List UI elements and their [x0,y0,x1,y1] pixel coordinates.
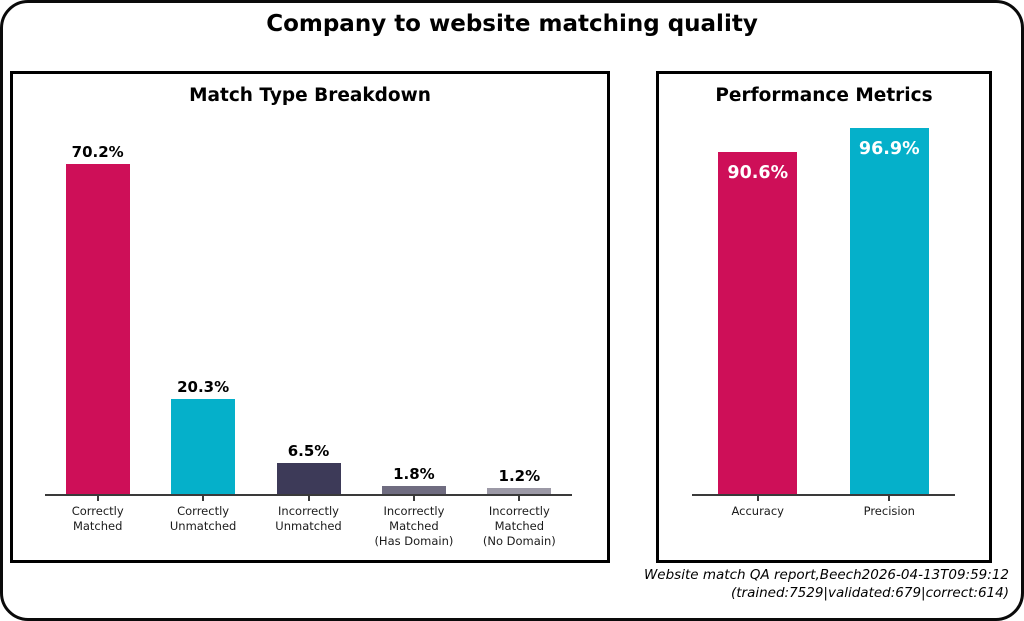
axis-tick [96,496,99,501]
footer-line-1: Website match QA report,Beech2026-04-13T… [643,567,1009,583]
axis-tick [518,496,521,501]
x-labels-row: Correctly Matched Correctly Unmatched Inco… [45,496,572,549]
x-tick-label: Correctly Unmatched [169,504,237,533]
bar-value-label: 20.3% [177,378,230,396]
x-axis-line [45,494,572,496]
panel-performance-metrics: Performance Metrics 90.6% 96.9% Accuracy P… [656,71,992,563]
bar: 90.6% [718,152,798,494]
axis-tick [888,496,891,501]
bar-slot: 20.3% [150,378,255,494]
x-label-cell: Incorrectly Matched (Has Domain) [361,496,466,549]
footer-line-2: (trained:7529|validated:679|correct:614) [730,584,1009,601]
bar-slot: 1.2% [467,467,572,494]
panel-title-match-type: Match Type Breakdown [189,85,431,106]
x-label-cell: Correctly Unmatched [150,496,255,549]
bar-value-label: 96.9% [858,139,920,159]
bar [171,399,236,494]
bar: 96.9% [849,128,929,494]
panel-match-type-breakdown: Match Type Breakdown 70.2% 20.3% 6.5% 1.8% 1… [10,71,610,563]
bars-row: 90.6% 96.9% [692,74,955,494]
x-label-cell: Accuracy [692,496,824,519]
x-tick-label: Incorrectly Matched (Has Domain) [374,504,454,548]
x-tick-label: Incorrectly Matched (No Domain) [482,504,556,548]
bar-value-label: 6.5% [287,442,330,460]
axis-tick [756,496,759,501]
plot-area-match-type: 70.2% 20.3% 6.5% 1.8% 1.2% Correctly Matched… [13,74,607,560]
bar-value-label: 90.6% [727,163,789,183]
bar-slot: 70.2% [45,143,150,494]
bar [381,486,446,494]
bar-slot: 1.8% [361,465,466,494]
x-tick-label: Incorrectly Unmatched [275,504,342,533]
axis-tick [307,496,310,501]
bar-slot: 90.6% [692,152,824,494]
x-label-cell: Correctly Matched [45,496,150,549]
x-label-cell: Precision [824,496,956,519]
x-tick-label: Correctly Matched [71,504,124,533]
bar-value-label: 70.2% [71,143,124,161]
bar [65,164,130,494]
bar-value-label: 1.8% [393,465,435,483]
x-axis-line [692,494,955,496]
plot-area-performance: 90.6% 96.9% Accuracy Precision [659,74,989,560]
axis-tick [412,496,415,501]
x-labels-row: Accuracy Precision [692,496,955,519]
footer-caption: Website match QA report,Beech2026-04-13T… [644,567,1009,603]
bar-slot: 6.5% [256,442,361,494]
x-label-cell: Incorrectly Unmatched [256,496,361,549]
x-tick-label: Precision [863,504,915,518]
panel-title-performance: Performance Metrics [715,85,933,106]
figure-title: Company to website matching quality [266,11,758,37]
bar-value-label: 1.2% [498,467,541,485]
axis-tick [202,496,205,501]
bars-row: 70.2% 20.3% 6.5% 1.8% 1.2% [45,74,572,494]
bar [487,488,552,494]
bar-slot: 96.9% [824,128,956,494]
bar [276,463,341,494]
x-tick-label: Accuracy [731,504,784,518]
x-label-cell: Incorrectly Matched (No Domain) [467,496,572,549]
